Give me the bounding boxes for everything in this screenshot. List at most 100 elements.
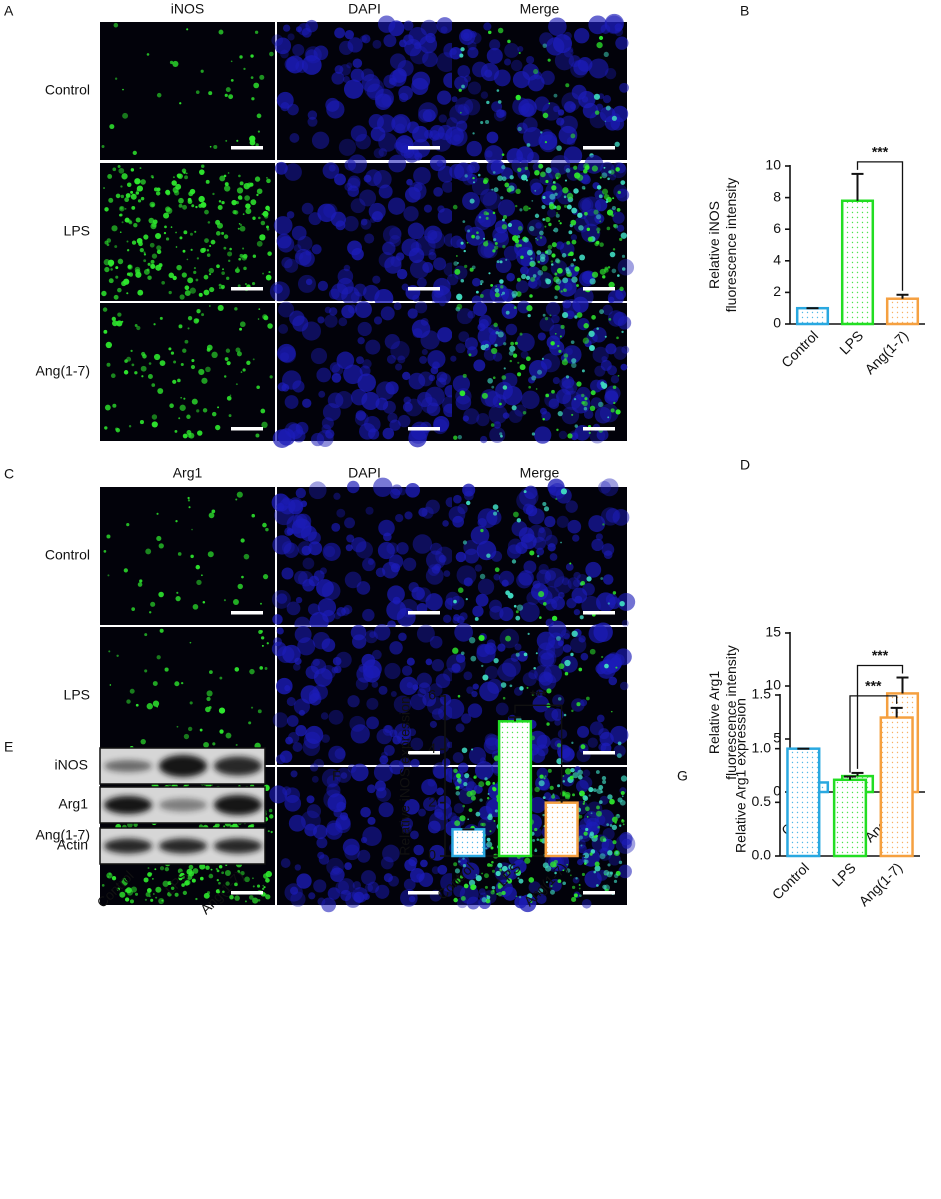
stain (589, 648, 596, 655)
stain (620, 180, 626, 185)
blot-row-label: iNOS (55, 757, 88, 773)
nucleus (576, 573, 588, 585)
stain (116, 320, 123, 327)
nucleus (467, 47, 479, 59)
nucleus (292, 43, 305, 57)
stain (526, 305, 533, 312)
stain (246, 182, 253, 188)
nucleus (344, 571, 362, 589)
stain (132, 150, 137, 156)
nucleus (362, 826, 382, 846)
nucleus (455, 653, 466, 663)
nucleus (340, 772, 348, 779)
stain (572, 772, 579, 779)
nucleus (464, 548, 480, 564)
nucleus (285, 736, 293, 745)
stain (594, 865, 601, 872)
stain (251, 281, 256, 286)
stain (456, 293, 463, 301)
nucleus (584, 154, 604, 174)
nucleus (614, 23, 623, 32)
nucleus (417, 391, 433, 408)
stain (615, 409, 621, 415)
column-header: DAPI (348, 465, 381, 481)
stain (203, 741, 209, 748)
stain (168, 272, 175, 279)
stain (216, 264, 220, 269)
stain (617, 741, 622, 746)
stain (534, 849, 538, 853)
stain (224, 93, 228, 97)
blot-band (159, 838, 207, 854)
stain (483, 241, 489, 247)
nucleus (594, 406, 612, 424)
nucleus (376, 114, 396, 133)
stain (182, 204, 188, 210)
nucleus (313, 758, 325, 770)
stain (569, 775, 574, 780)
nucleus (467, 703, 483, 718)
nucleus (488, 404, 508, 424)
stain (570, 219, 577, 226)
nucleus (466, 686, 474, 694)
stain (484, 343, 489, 349)
stain (521, 273, 527, 280)
stain (530, 257, 533, 260)
stain (494, 343, 498, 347)
stain (556, 428, 559, 432)
stain (570, 652, 574, 657)
nucleus (331, 71, 345, 85)
stain (175, 520, 178, 523)
stain (251, 97, 255, 101)
nucleus (322, 609, 335, 623)
stain (157, 388, 164, 394)
stain (535, 652, 538, 655)
stain (250, 54, 254, 58)
nucleus (421, 778, 438, 796)
stain (182, 249, 186, 253)
nucleus (532, 695, 550, 713)
nucleus (403, 20, 414, 31)
significance-label: *** (872, 647, 889, 663)
nucleus (269, 785, 288, 804)
stain (525, 275, 531, 280)
scale-bar (408, 146, 440, 150)
nucleus (453, 494, 462, 504)
stain (156, 512, 159, 515)
scale-bar (583, 427, 615, 431)
stain (182, 433, 188, 439)
stain (136, 185, 143, 192)
stain (228, 94, 234, 100)
stain (582, 802, 585, 805)
nucleus (442, 614, 452, 623)
stain (493, 511, 498, 516)
stain (187, 197, 192, 202)
nucleus (537, 332, 546, 341)
stain (564, 671, 569, 676)
stain (173, 176, 175, 179)
stain (502, 244, 506, 249)
stain (151, 877, 154, 880)
stain (500, 285, 504, 289)
stain (179, 102, 182, 105)
stain (554, 332, 557, 335)
stain (119, 213, 123, 217)
stain (489, 830, 492, 833)
nucleus (368, 202, 386, 220)
nucleus (284, 163, 302, 181)
nucleus (463, 671, 473, 681)
stain (238, 871, 241, 874)
stain (503, 874, 507, 877)
nucleus (307, 603, 320, 616)
stain (503, 367, 506, 370)
nucleus (474, 564, 482, 572)
stain (516, 604, 524, 611)
blot-band (104, 838, 152, 854)
stain (254, 30, 259, 34)
nucleus (499, 606, 514, 622)
stain (562, 277, 569, 284)
stain (147, 867, 150, 869)
nucleus (472, 605, 484, 617)
stain (529, 262, 535, 267)
nucleus (410, 830, 419, 840)
